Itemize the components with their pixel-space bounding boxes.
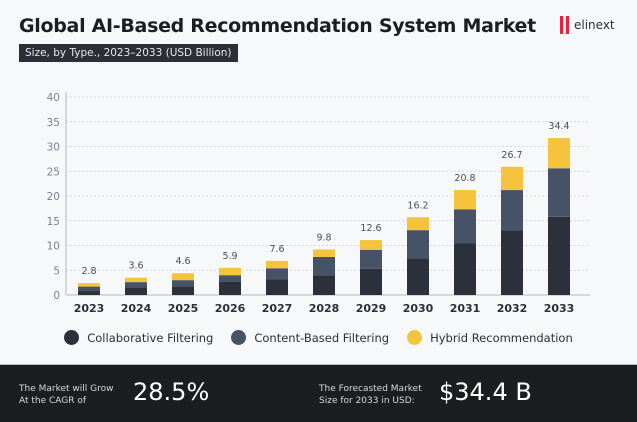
y-tick-label: 5: [53, 265, 60, 277]
bar-segment: [172, 273, 194, 281]
y-tick-label: 30: [47, 142, 60, 154]
bar-segment: [125, 277, 147, 283]
x-tick-label: 2031: [450, 302, 481, 315]
bar-segment: [360, 249, 382, 269]
x-tick-label: 2032: [497, 302, 528, 315]
legend: Collaborative Filtering Content-Based Fi…: [0, 330, 637, 345]
bar-segment: [125, 287, 147, 295]
y-tick-label: 10: [47, 241, 60, 253]
total-label: 20.8: [454, 173, 475, 184]
legend-label: Content-Based Filtering: [254, 330, 390, 345]
bar-segment: [313, 275, 335, 295]
y-tick-label: 20: [47, 191, 60, 203]
total-label: 4.6: [175, 256, 190, 267]
bar-segment: [313, 249, 335, 257]
legend-item-hybrid: Hybrid Recommendation: [407, 330, 573, 345]
total-label: 7.6: [269, 244, 284, 255]
chart-subtitle: Size, by Type., 2023–2033 (USD Billion): [19, 44, 238, 62]
bar-segment: [313, 256, 335, 276]
bar-segment: [78, 283, 100, 287]
y-tick-label: 40: [47, 92, 60, 104]
bar-segment: [125, 282, 147, 288]
x-tick-label: 2025: [168, 302, 199, 315]
x-tick-label: 2026: [215, 302, 246, 315]
bar-segment: [407, 217, 429, 231]
bar-segment: [501, 166, 523, 191]
x-tick-label: 2028: [309, 302, 340, 315]
x-tick-label: 2033: [544, 302, 575, 315]
page-title: Global AI-Based Recommendation System Ma…: [19, 15, 536, 37]
bar-segment: [172, 280, 194, 287]
total-label: 16.2: [407, 200, 428, 211]
bar-segment: [501, 230, 523, 295]
elinext-logo: elinext: [560, 16, 615, 34]
bar-segment: [454, 243, 476, 295]
legend-item-content-based: Content-Based Filtering: [231, 330, 389, 345]
x-tick-label: 2023: [74, 302, 105, 315]
bar-segment: [360, 268, 382, 295]
bar-segment: [548, 138, 570, 169]
bar-segment: [548, 168, 570, 217]
bar-segment: [219, 275, 241, 282]
x-tick-label: 2027: [262, 302, 293, 315]
bar-segment: [172, 286, 194, 295]
total-label: 12.6: [360, 223, 381, 234]
x-tick-label: 2024: [121, 302, 152, 315]
bar-segment: [219, 267, 241, 276]
total-label: 9.8: [316, 232, 331, 243]
bar-segment: [360, 240, 382, 250]
total-label: 3.6: [128, 261, 143, 272]
bar-segment: [266, 268, 288, 280]
logo-text: elinext: [574, 18, 615, 32]
legend-label: Hybrid Recommendation: [430, 330, 573, 345]
bar-segment: [219, 281, 241, 295]
y-tick-label: 0: [53, 290, 60, 302]
legend-label: Collaborative Filtering: [87, 330, 214, 345]
legend-item-collaborative: Collaborative Filtering: [64, 330, 213, 345]
stacked-bar-chart: 05101520253035402.820233.620244.620255.9…: [47, 92, 590, 315]
legend-dot: [64, 330, 80, 345]
bar-segment: [407, 230, 429, 259]
y-tick-label: 25: [47, 166, 60, 178]
bar-segment: [454, 190, 476, 210]
bar-segment: [407, 258, 429, 295]
total-label: 26.7: [501, 150, 522, 161]
summary-footer: The Market will Grow At the CAGR of 28.5%…: [0, 364, 637, 422]
bar-segment: [454, 209, 476, 244]
legend-dot: [231, 330, 247, 345]
legend-dot: [407, 330, 423, 345]
total-label: 34.4: [548, 121, 569, 132]
bar-segment: [78, 291, 100, 295]
y-tick-label: 35: [47, 117, 60, 129]
bar-segment: [266, 260, 288, 269]
bar-segment: [501, 190, 523, 231]
x-tick-label: 2030: [403, 302, 434, 315]
bar-segment: [266, 279, 288, 295]
cagr-label: The Market will Grow At the CAGR of: [19, 384, 114, 406]
y-tick-label: 15: [47, 216, 60, 228]
total-label: 5.9: [222, 251, 237, 262]
cagr-value: 28.5%: [133, 378, 210, 406]
bar-segment: [78, 286, 100, 292]
x-tick-label: 2029: [356, 302, 387, 315]
bar-segment: [548, 216, 570, 295]
forecast-value: $34.4 B: [439, 378, 532, 406]
forecast-label: The Forecasted Market Size for 2033 in US…: [319, 384, 422, 406]
total-label: 2.8: [81, 266, 96, 277]
